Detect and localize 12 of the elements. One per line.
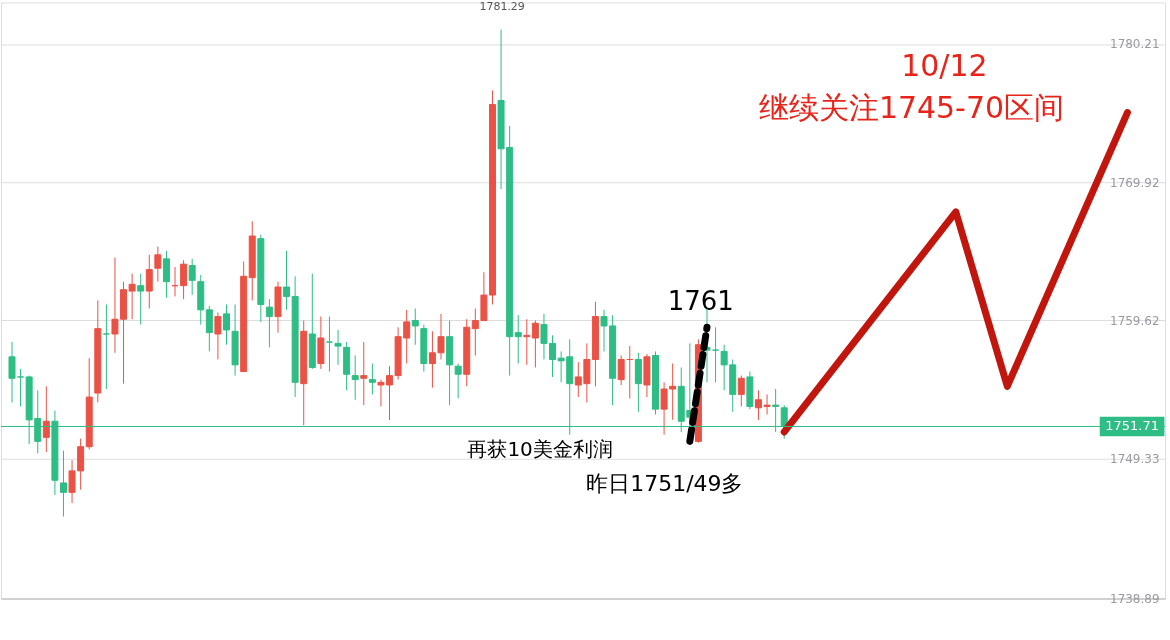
ref-line-label: 1751.71 — [1105, 418, 1159, 434]
y-tick-label: 1769.92 — [1110, 175, 1160, 190]
y-tick-label: 1749.33 — [1110, 451, 1160, 466]
annotation: 昨日1751/49多 — [586, 470, 744, 496]
annotation: 10/12 — [901, 48, 988, 84]
annotation: 再获10美金利润 — [467, 436, 613, 461]
annotation: 继续关注1745-70区间 — [758, 90, 1064, 126]
annotation: 1761 — [667, 286, 734, 316]
y-tick-label: 1738.89 — [1110, 591, 1160, 606]
y-tick-label: 1780.21 — [1110, 37, 1160, 52]
annotation: 1781.29 — [479, 0, 525, 13]
y-tick-label: 1759.62 — [1110, 313, 1160, 328]
